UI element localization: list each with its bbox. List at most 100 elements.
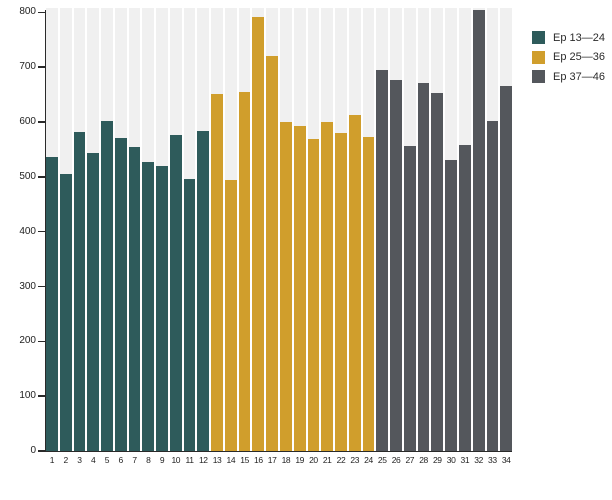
bar: [417, 82, 430, 451]
y-tick-mark: [38, 121, 45, 123]
bar: [46, 157, 58, 451]
legend-item-ep-25-36: Ep 25—36: [532, 50, 605, 64]
bar: [321, 121, 334, 451]
bar-slot: [266, 8, 279, 451]
x-tick-label: 30: [446, 455, 456, 465]
bar: [293, 126, 306, 451]
x-tick-label: 29: [432, 455, 442, 465]
bar: [458, 145, 471, 451]
bar: [156, 165, 168, 451]
x-tick-label: 32: [474, 455, 483, 465]
x-tick-label: 23: [350, 455, 360, 465]
x-tick-label: 15: [240, 455, 249, 465]
x-tick-label: 1: [49, 455, 55, 465]
x-tick-label: 3: [77, 455, 82, 465]
x-tick-label: 21: [322, 455, 332, 465]
bar: [114, 137, 127, 451]
bar: [73, 132, 86, 451]
bar: [500, 86, 513, 451]
y-tick-mark: [38, 340, 45, 343]
bar: [211, 93, 223, 451]
bar-slot: [486, 8, 499, 451]
bar-slot: [431, 8, 444, 451]
y-tick-mark: [38, 176, 45, 178]
bar-slot: [114, 8, 127, 451]
bar-slot: [183, 8, 196, 451]
bar: [280, 122, 292, 451]
y-tick-mark: [38, 450, 45, 452]
bar-slot: [335, 8, 347, 451]
bar: [197, 130, 210, 451]
x-axis-line: [43, 450, 512, 452]
y-tick-mark: [38, 395, 45, 397]
bar: [59, 174, 72, 451]
bar: [183, 178, 196, 451]
bar-slot: [362, 8, 375, 451]
bar-slot: [293, 8, 306, 451]
bar-slot: [445, 8, 457, 451]
bar-slot: [73, 8, 86, 451]
legend-swatch-teal: [532, 31, 545, 44]
bar-slot: [59, 8, 72, 451]
x-tick-label: 19: [295, 455, 304, 465]
bar-slot: [307, 8, 320, 451]
y-tick-label: 600: [19, 116, 36, 128]
bar-slot: [142, 8, 155, 451]
legend-item-ep-13-24: Ep 13—24: [532, 31, 605, 44]
bar: [376, 69, 389, 451]
x-tick-label: 4: [91, 455, 96, 465]
y-tick-label: 100: [19, 390, 36, 402]
x-tick-label: 14: [226, 455, 236, 465]
x-tick-label: 8: [146, 455, 151, 465]
bar-slot: [252, 8, 265, 451]
legend-swatch-gray: [532, 70, 545, 83]
legend-item-ep-37-46: Ep 37—46: [532, 70, 605, 83]
y-tick-mark: [38, 230, 45, 233]
bar-slot: [156, 8, 168, 451]
x-tick-label: 9: [159, 455, 165, 465]
y-tick-mark: [38, 66, 45, 68]
x-tick-label: 13: [212, 455, 222, 465]
bar-slot: [321, 8, 334, 451]
bar-slot: [417, 8, 430, 451]
bar-slot: [128, 8, 141, 451]
x-tick-label: 12: [198, 455, 208, 465]
bar: [128, 146, 141, 451]
x-tick-label: 22: [336, 455, 346, 465]
legend-swatch-gold: [532, 50, 545, 64]
bar-slot: [46, 8, 58, 451]
bar-slot: [500, 8, 513, 451]
bar-slot: [101, 8, 113, 451]
y-tick-label: 400: [19, 225, 36, 237]
x-tick-label: 24: [364, 455, 373, 465]
legend: Ep 13—24 Ep 25—36 Ep 37—46: [532, 31, 605, 83]
legend-label: Ep 13—24: [553, 31, 605, 44]
bar-slot: [403, 8, 416, 451]
bar: [486, 120, 499, 451]
bar: [335, 133, 347, 451]
bar-slot: [280, 8, 292, 451]
plot-area: [46, 8, 513, 451]
x-tick-label: 34: [501, 455, 511, 465]
x-tick-label: 20: [309, 455, 318, 465]
x-tick-label: 31: [460, 455, 470, 465]
x-tick-label: 33: [488, 455, 497, 465]
bar-slot: [348, 8, 361, 451]
bar-slot: [197, 8, 210, 451]
x-tick-label: 25: [377, 455, 387, 465]
y-tick-mark: [38, 11, 45, 14]
legend-label: Ep 25—36: [553, 51, 605, 63]
x-tick-label: 18: [281, 455, 291, 465]
bar: [142, 161, 155, 451]
bar: [87, 153, 100, 451]
x-tick-label: 7: [132, 455, 137, 465]
x-tick-label: 10: [171, 455, 181, 465]
bar: [390, 80, 402, 451]
bar-slot: [458, 8, 471, 451]
bar: [348, 114, 361, 451]
x-tick-label: 17: [267, 455, 277, 465]
bar-slot: [472, 8, 485, 451]
x-tick-label: 5: [104, 455, 110, 465]
bar-slot: [390, 8, 402, 451]
